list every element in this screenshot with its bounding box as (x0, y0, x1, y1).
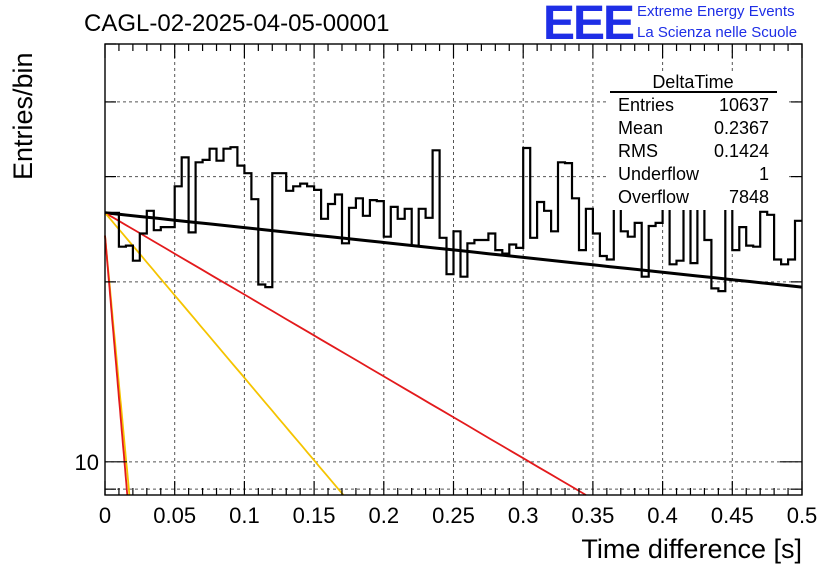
fit-line (104, 235, 129, 496)
fit-line (104, 212, 587, 496)
y-tick-labels: 10 (75, 450, 99, 475)
stats-box: DeltaTime Entries 10637 Mean 0.2367 RMS 0.142… (608, 72, 788, 210)
x-tick-label: 0.3 (508, 503, 539, 528)
x-tick-label: 0.1 (229, 503, 260, 528)
plot-title: CAGL-02-2025-04-05-00001 (84, 10, 390, 37)
x-tick-labels: 0 0.05 0.1 0.15 0.2 0.25 0.3 0.35 0.4 0.45 0.5 (99, 503, 817, 528)
stats-box-title: DeltaTime (652, 72, 733, 92)
x-tick-label: 0.35 (571, 503, 614, 528)
stats-row-label: Mean (618, 118, 663, 138)
stats-row-value: 1 (759, 164, 769, 184)
x-tick-label: 0.5 (787, 503, 818, 528)
stats-row-value: 0.2367 (714, 118, 769, 138)
fit-line (104, 212, 345, 496)
x-axis-label: Time difference [s] (581, 534, 802, 564)
stats-row-label: Overflow (618, 187, 690, 207)
y-axis-label: Entries/bin (8, 52, 38, 180)
stats-row-value: 0.1424 (714, 141, 769, 161)
stats-row-label: RMS (618, 141, 658, 161)
x-tick-label: 0.25 (432, 503, 475, 528)
eee-logo: EEE (543, 0, 635, 50)
stats-row-value: 10637 (719, 95, 769, 115)
x-tick-label: 0.05 (153, 503, 196, 528)
x-tick-label: 0 (99, 503, 111, 528)
y-tick-label: 10 (75, 450, 99, 475)
stats-row-label: Underflow (618, 164, 700, 184)
stats-box-rows: Entries 10637 Mean 0.2367 RMS 0.1424 Underflow… (618, 95, 769, 207)
stats-box-background (608, 72, 788, 210)
x-tick-label: 0.45 (711, 503, 754, 528)
x-tick-label: 0.15 (293, 503, 336, 528)
stats-row-label: Entries (618, 95, 674, 115)
stats-row-value: 7848 (729, 187, 769, 207)
logo-line-2: La Scienza nelle Scuole (637, 24, 798, 41)
logo-line-1: Extreme Energy Events (637, 3, 795, 20)
x-tick-label: 0.2 (369, 503, 400, 528)
axis-ticks (104, 43, 803, 495)
x-tick-label: 0.4 (647, 503, 678, 528)
